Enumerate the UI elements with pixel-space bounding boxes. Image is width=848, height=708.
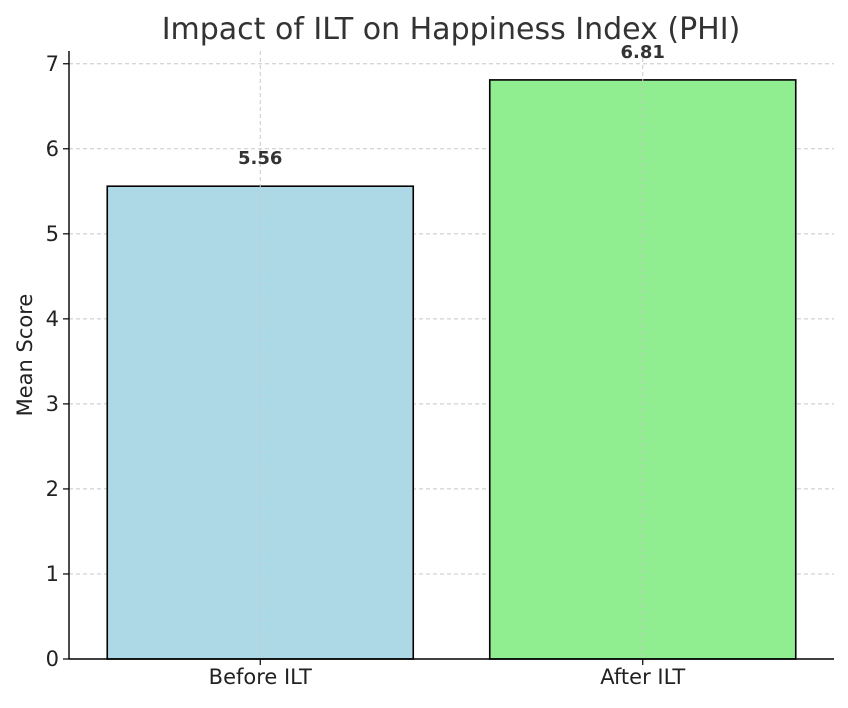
x-tick-label: Before ILT — [209, 665, 312, 689]
y-tick-label: 7 — [46, 52, 59, 76]
data-label: 5.56 — [238, 148, 282, 169]
y-tick-label: 2 — [46, 477, 59, 501]
y-tick-label: 3 — [46, 392, 59, 416]
chart-title: Impact of ILT on Happiness Index (PHI) — [162, 12, 741, 47]
tick-labels: 0 1 2 3 4 5 6 7 Before ILT 5.56 After ILT 6.81 — [46, 42, 686, 689]
y-axis-label: Mean Score — [13, 294, 37, 417]
y-tick-label: 5 — [46, 222, 59, 246]
data-label: 6.81 — [621, 42, 665, 63]
y-tick-label: 4 — [46, 307, 59, 331]
y-tick-label: 6 — [46, 137, 59, 161]
x-tick-label: After ILT — [600, 665, 685, 689]
bars — [106, 51, 797, 660]
y-tick-label: 1 — [46, 562, 59, 586]
y-tick-label: 0 — [46, 647, 59, 671]
axes — [63, 51, 834, 665]
